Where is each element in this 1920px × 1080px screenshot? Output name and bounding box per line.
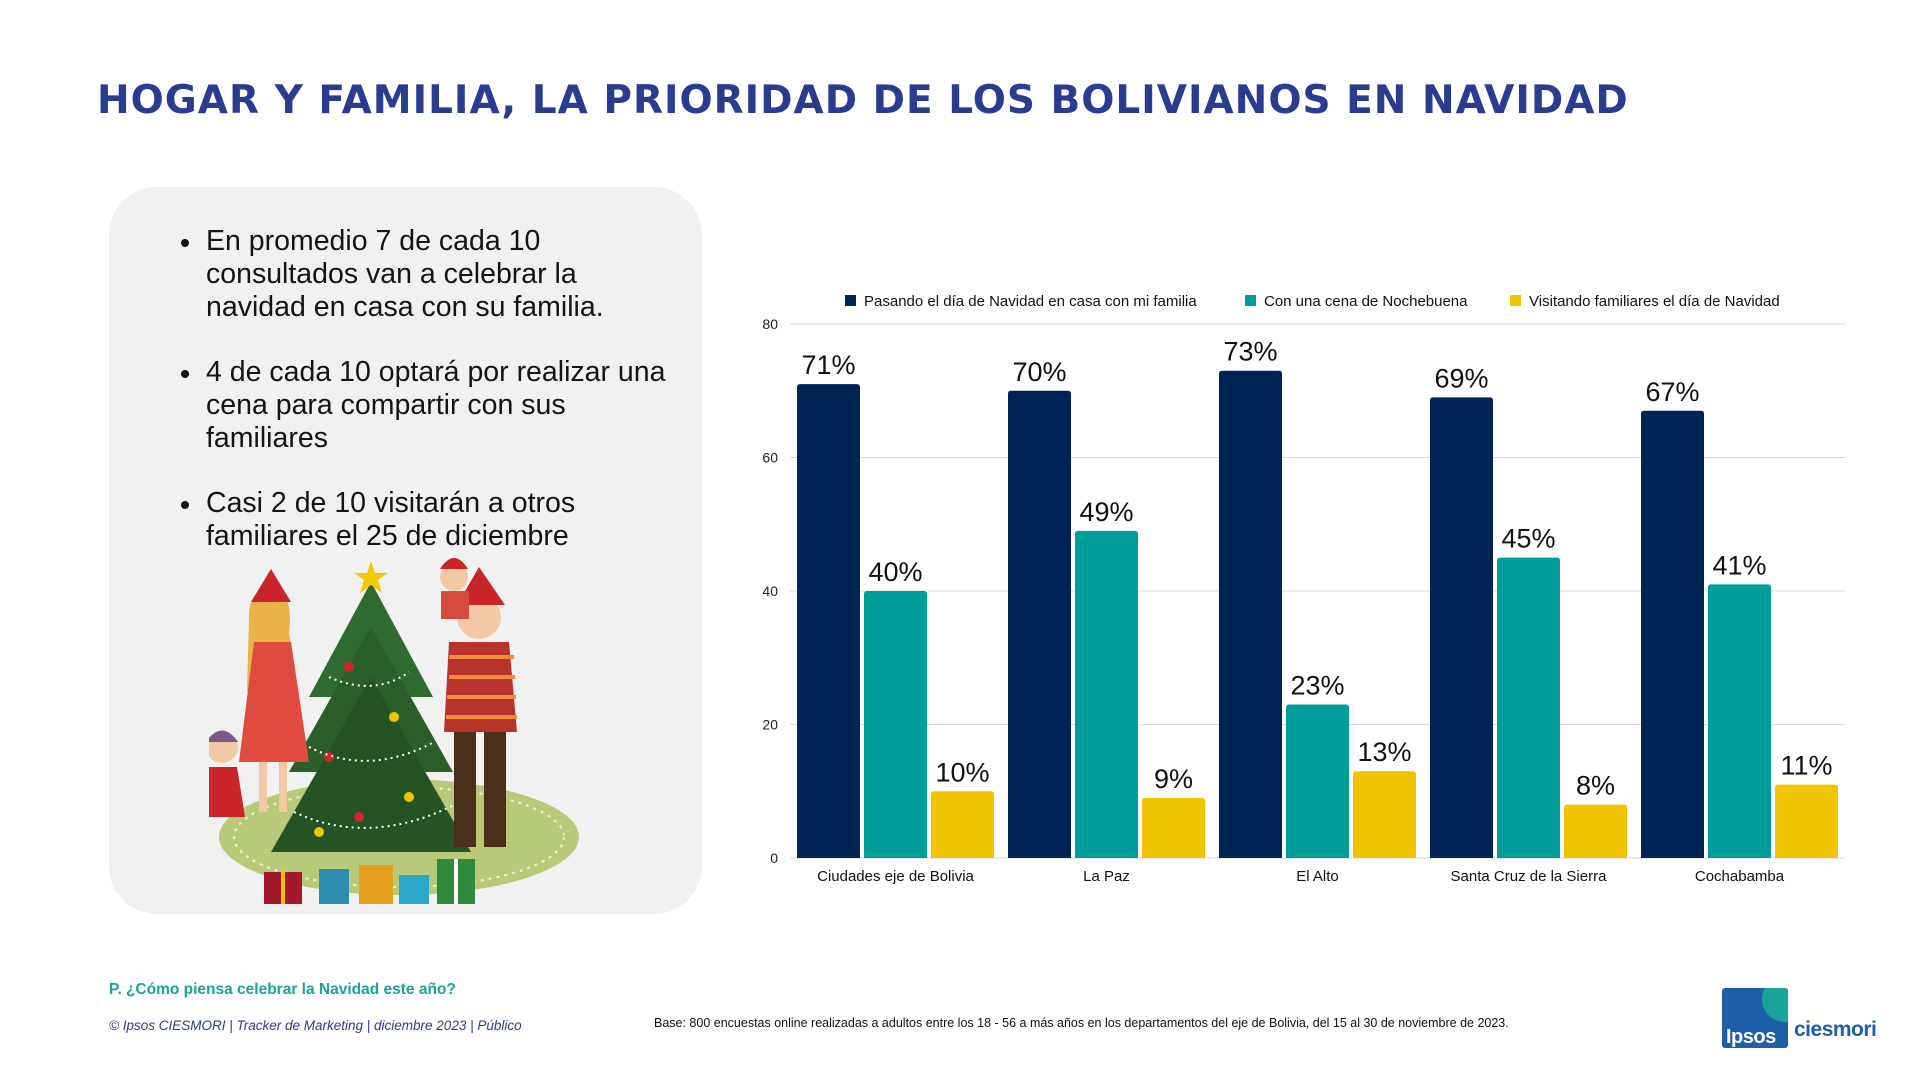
data-label: 70% <box>1012 357 1066 387</box>
bar <box>797 384 860 858</box>
legend-label: Pasando el día de Navidad en casa con mi… <box>864 293 1197 310</box>
bullet-item: En promedio 7 de cada 10 consultados van… <box>179 225 669 324</box>
data-label: 49% <box>1079 497 1133 527</box>
bar <box>1142 797 1205 858</box>
bar <box>1219 370 1282 858</box>
x-tick-label: El Alto <box>1296 868 1339 885</box>
data-label: 40% <box>868 557 922 587</box>
bar <box>1430 397 1493 858</box>
bar <box>1075 530 1138 858</box>
data-label: 8% <box>1576 771 1615 801</box>
data-label: 71% <box>801 350 855 380</box>
logo-ipsos-text: Ipsos <box>1726 1026 1776 1048</box>
ipsos-logo-icon: Ipsos <box>1722 988 1788 1048</box>
bar <box>1497 557 1560 858</box>
bar <box>1775 784 1838 858</box>
bar <box>1353 771 1416 858</box>
data-label: 23% <box>1290 670 1344 700</box>
y-tick-label: 60 <box>762 450 778 466</box>
data-label: 9% <box>1154 764 1193 794</box>
bar <box>1286 704 1349 858</box>
sample-base-note: Base: 800 encuestas online realizadas a … <box>654 1016 1509 1030</box>
data-label: 73% <box>1223 337 1277 367</box>
y-tick-label: 0 <box>770 850 778 866</box>
bar <box>1708 584 1771 858</box>
bar <box>864 591 927 858</box>
bar <box>1641 410 1704 858</box>
y-tick-label: 20 <box>762 717 778 733</box>
ipsos-ciesmori-logo: Ipsos ciesmori <box>1722 984 1882 1050</box>
bullet-item: Casi 2 de 10 visitarán a otros familiare… <box>179 487 669 553</box>
data-label: 45% <box>1501 524 1555 554</box>
survey-question: P. ¿Cómo piensa celebrar la Navidad este… <box>109 981 456 998</box>
x-tick-label: Ciudades eje de Bolivia <box>817 868 974 885</box>
y-tick-label: 40 <box>762 583 778 599</box>
bar <box>1564 804 1627 858</box>
x-tick-label: Santa Cruz de la Sierra <box>1451 868 1608 885</box>
data-label: 69% <box>1434 363 1488 393</box>
chart-legend: Pasando el día de Navidad en casa con mi… <box>845 293 1780 310</box>
logo-ciesmori-text: ciesmori <box>1794 1018 1877 1041</box>
legend-swatch <box>845 295 856 306</box>
bullet-item: 4 de cada 10 optará por realizar una cen… <box>179 356 669 455</box>
legend-swatch <box>1510 295 1521 306</box>
y-tick-label: 80 <box>762 316 778 332</box>
legend-label: Con una cena de Nochebuena <box>1264 293 1468 310</box>
summary-bullets: En promedio 7 de cada 10 consultados van… <box>179 225 669 585</box>
x-tick-label: La Paz <box>1083 868 1130 885</box>
chart-x-axis: Ciudades eje de Bolivia La Paz El Alto Sant… <box>817 868 1785 885</box>
summary-panel: En promedio 7 de cada 10 consultados van… <box>109 187 702 914</box>
chart-bars <box>797 370 1838 858</box>
chart-y-axis: 0 20 40 60 80 <box>762 316 778 866</box>
bar <box>1008 390 1071 858</box>
data-label: 67% <box>1645 377 1699 407</box>
data-label: 13% <box>1357 737 1411 767</box>
copyright-note: © Ipsos CIESMORI | Tracker de Marketing … <box>109 1018 522 1033</box>
chart-data-labels: 71% 40% 10% 70% 49% 9% 73% 23% 13% 69% 45% 8% 67% 41%… <box>801 337 1832 801</box>
x-tick-label: Cochabamba <box>1695 868 1785 885</box>
data-label: 10% <box>935 757 989 787</box>
data-label: 41% <box>1712 550 1766 580</box>
family-christmas-tree-illustration <box>209 558 579 904</box>
bar <box>931 791 994 858</box>
legend-swatch <box>1245 295 1256 306</box>
legend-label: Visitando familiares el día de Navidad <box>1529 293 1780 310</box>
data-label: 11% <box>1780 751 1832 781</box>
page-title: HOGAR Y FAMILIA, LA PRIORIDAD DE LOS BOL… <box>97 78 1629 123</box>
